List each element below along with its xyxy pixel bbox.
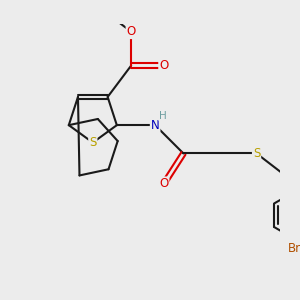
Text: S: S bbox=[253, 147, 260, 160]
Text: Br: Br bbox=[288, 242, 300, 255]
Text: O: O bbox=[127, 25, 136, 38]
Text: O: O bbox=[159, 177, 169, 190]
Text: O: O bbox=[159, 59, 168, 72]
Text: S: S bbox=[89, 136, 97, 149]
Text: H: H bbox=[159, 111, 167, 121]
Text: N: N bbox=[151, 119, 160, 132]
